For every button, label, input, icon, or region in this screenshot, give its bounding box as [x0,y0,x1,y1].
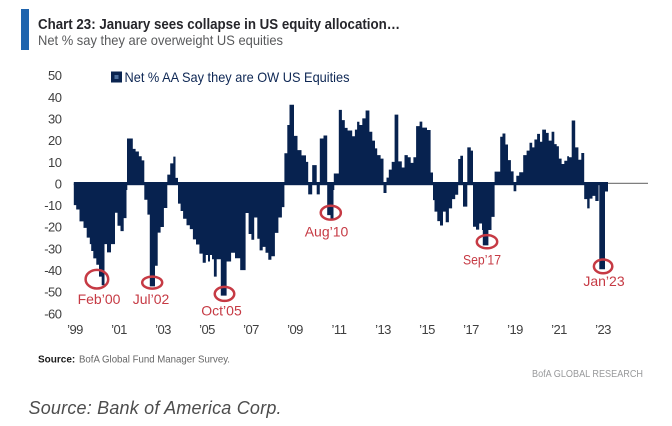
svg-text:Source:: Source: [38,354,75,365]
svg-text:-30: -30 [44,241,62,256]
svg-text:Net % say they are overweight: Net % say they are overweight US equitie… [38,32,283,48]
svg-text:-20: -20 [44,220,62,235]
svg-text:’05: ’05 [199,322,215,337]
svg-text:0: 0 [55,176,62,191]
svg-text:-40: -40 [44,263,62,278]
svg-text:’21: ’21 [551,322,567,337]
svg-text:’17: ’17 [463,322,479,337]
svg-text:’11: ’11 [332,322,347,337]
svg-text:Net % AA Say they are OW US Eq: Net % AA Say they are OW US Equities [125,69,350,85]
svg-text:’01: ’01 [111,322,127,337]
svg-text:’03: ’03 [155,322,171,337]
svg-text:Jan’23: Jan’23 [583,273,624,289]
svg-text:BofA Global Fund Manager Surve: BofA Global Fund Manager Survey. [79,354,230,365]
svg-text:Aug’10: Aug’10 [305,224,349,240]
svg-text:Sep’17: Sep’17 [463,252,501,268]
svg-text:Chart 23: January sees collaps: Chart 23: January sees collapse in US eq… [38,17,400,33]
svg-text:Jul’02: Jul’02 [133,291,170,307]
svg-text:50: 50 [48,68,62,83]
svg-text:-10: -10 [44,198,62,213]
svg-text:’07: ’07 [243,322,259,337]
svg-text:Source: Bank of America Corp.: Source: Bank of America Corp. [29,398,282,418]
svg-text:40: 40 [48,90,62,105]
svg-text:10: 10 [48,155,62,170]
svg-text:’99: ’99 [67,322,83,337]
svg-text:20: 20 [48,133,62,148]
svg-text:’23: ’23 [595,322,611,337]
svg-text:30: 30 [48,112,62,127]
svg-text:Feb’00: Feb’00 [78,291,121,307]
svg-text:BofA GLOBAL RESEARCH: BofA GLOBAL RESEARCH [532,369,643,380]
svg-text:’19: ’19 [507,322,523,337]
svg-text:’15: ’15 [419,322,435,337]
svg-text:Oct’05: Oct’05 [201,302,242,318]
svg-text:’09: ’09 [287,322,303,337]
svg-text:-50: -50 [44,285,62,300]
svg-text:’13: ’13 [375,322,391,337]
svg-text:-60: -60 [44,306,62,321]
